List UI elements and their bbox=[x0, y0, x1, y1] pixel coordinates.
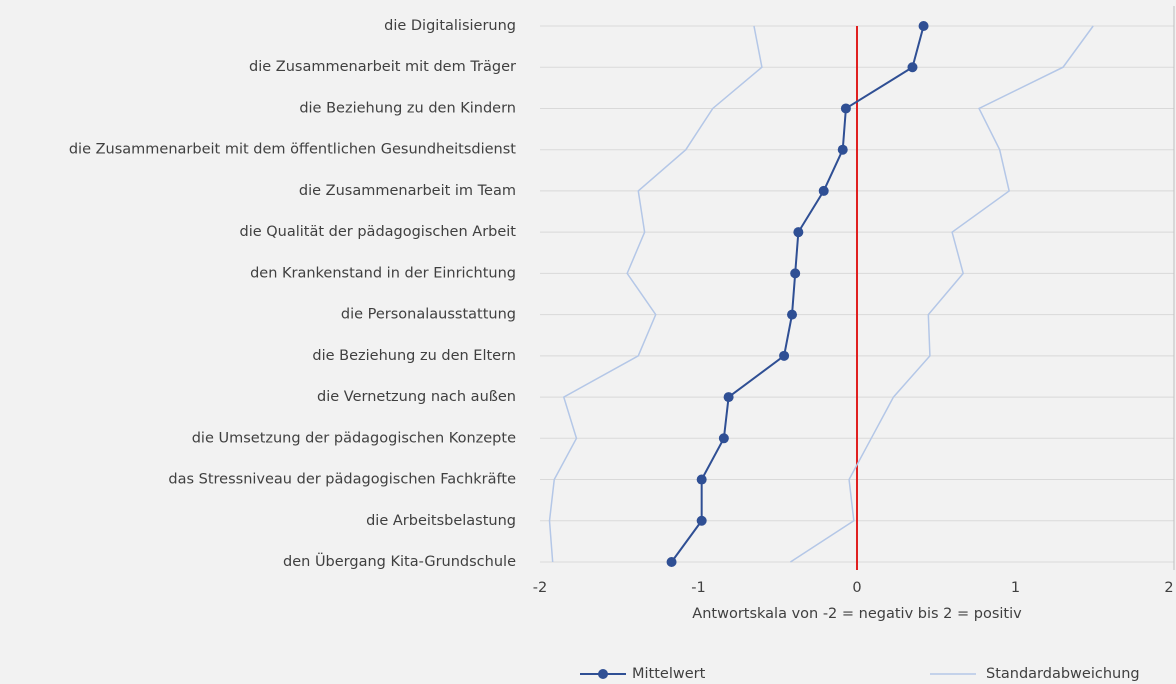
mean-marker bbox=[718, 433, 729, 444]
x-tick-label: -1 bbox=[691, 580, 705, 596]
mean-marker bbox=[787, 309, 798, 320]
mean-marker bbox=[840, 103, 851, 114]
x-axis-label: Antwortskala von -2 = negativ bis 2 = po… bbox=[692, 606, 1022, 622]
mean-marker bbox=[790, 268, 801, 279]
x-tick-label: 1 bbox=[1011, 580, 1020, 596]
legend-label: Standardabweichung bbox=[986, 666, 1140, 682]
x-tick-label: 2 bbox=[1164, 580, 1173, 596]
y-tick-label: den Übergang Kita-Grundschule bbox=[283, 552, 516, 570]
y-tick-label: die Arbeitsbelastung bbox=[366, 513, 516, 529]
y-tick-label: die Beziehung zu den Kindern bbox=[299, 100, 516, 116]
y-tick-label: die Zusammenarbeit im Team bbox=[299, 183, 516, 199]
y-tick-label: die Digitalisierung bbox=[384, 18, 516, 34]
y-tick-label: die Vernetzung nach außen bbox=[317, 389, 516, 405]
x-tick-label: -2 bbox=[533, 580, 547, 596]
mean-marker bbox=[779, 350, 790, 361]
mean-marker bbox=[918, 21, 929, 31]
legend-marker bbox=[598, 669, 608, 679]
mean-marker bbox=[793, 227, 804, 238]
mean-line bbox=[670, 25, 925, 563]
mean-marker bbox=[696, 474, 707, 485]
mean-marker bbox=[723, 392, 734, 403]
mean-marker bbox=[837, 144, 848, 155]
y-tick-label: die Qualität der pädagogischen Arbeit bbox=[239, 224, 516, 240]
mean-marker bbox=[666, 557, 677, 567]
y-tick-label: den Krankenstand in der Einrichtung bbox=[250, 265, 516, 281]
x-tick-label: 0 bbox=[852, 580, 861, 596]
y-tick-label: die Personalausstattung bbox=[341, 307, 516, 323]
y-tick-label: das Stressniveau der pädagogischen Fachk… bbox=[168, 472, 516, 488]
legend-label: Mittelwert bbox=[632, 666, 706, 682]
y-tick-label: die Zusammenarbeit mit dem Träger bbox=[249, 59, 516, 75]
y-tick-label: die Umsetzung der pädagogischen Konzepte bbox=[192, 430, 516, 446]
mean-marker bbox=[907, 62, 918, 73]
mean-marker bbox=[696, 515, 707, 526]
mean-marker bbox=[818, 185, 829, 196]
y-tick-label: die Beziehung zu den Eltern bbox=[312, 348, 516, 364]
std-line bbox=[790, 25, 1094, 563]
std-line bbox=[548, 25, 763, 563]
y-tick-label: die Zusammenarbeit mit dem öffentlichen … bbox=[69, 142, 516, 158]
